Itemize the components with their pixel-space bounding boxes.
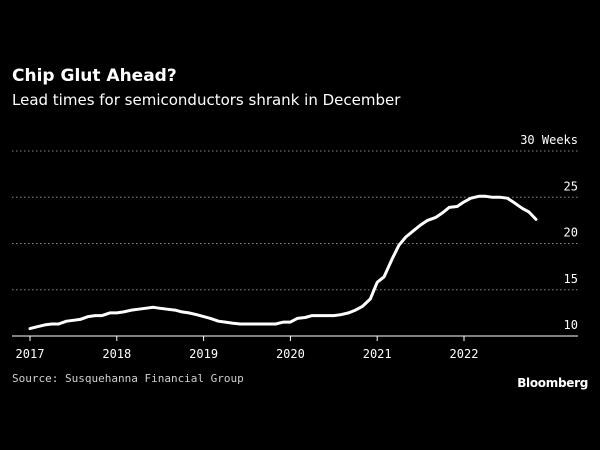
series-line-0 [28, 194, 538, 331]
x-tick-label: 2022 [450, 347, 479, 361]
x-tick-label: 2017 [16, 347, 45, 361]
grid-layer [12, 150, 578, 291]
x-tick-label: 2021 [363, 347, 392, 361]
axis-layer: 10 15 20 25 30 Weeks 2017 2018 2019 2020 2021 2022 [12, 133, 578, 361]
y-tick-label: 10 [564, 318, 578, 332]
y-tick-label: 15 [564, 272, 578, 286]
x-tick-label: 2019 [189, 347, 218, 361]
source-note: Source: Susquehanna Financial Group [12, 372, 244, 385]
bloomberg-logo: Bloomberg [517, 376, 588, 390]
y-tick-label: 30 Weeks [520, 133, 578, 147]
x-tick-label: 2018 [102, 347, 131, 361]
x-tick-label: 2020 [276, 347, 305, 361]
y-tick-label: 20 [564, 226, 578, 240]
chart-title: Chip Glut Ahead? [12, 66, 177, 86]
y-tick-label: 25 [564, 179, 578, 193]
chart-subtitle: Lead times for semiconductors shrank in … [12, 91, 401, 109]
series-layer [28, 194, 538, 331]
